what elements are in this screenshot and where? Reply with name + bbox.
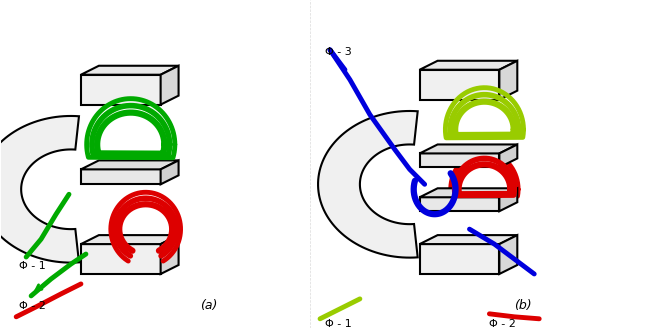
Polygon shape bbox=[160, 66, 178, 105]
Polygon shape bbox=[160, 235, 178, 274]
Polygon shape bbox=[81, 244, 160, 274]
Polygon shape bbox=[81, 75, 160, 105]
Polygon shape bbox=[81, 169, 160, 184]
Text: Φ - 3: Φ - 3 bbox=[325, 47, 352, 57]
Polygon shape bbox=[420, 197, 499, 211]
Polygon shape bbox=[499, 235, 517, 274]
Polygon shape bbox=[0, 116, 79, 263]
Polygon shape bbox=[160, 161, 178, 184]
Text: Φ - 1: Φ - 1 bbox=[19, 261, 46, 271]
Text: Φ - 2: Φ - 2 bbox=[489, 319, 516, 329]
Text: Φ - 2: Φ - 2 bbox=[19, 301, 46, 311]
Polygon shape bbox=[420, 144, 517, 153]
Polygon shape bbox=[81, 235, 178, 244]
Polygon shape bbox=[499, 188, 517, 211]
Polygon shape bbox=[420, 70, 499, 100]
Polygon shape bbox=[499, 61, 517, 100]
Polygon shape bbox=[420, 244, 499, 274]
Polygon shape bbox=[499, 144, 517, 167]
Polygon shape bbox=[318, 111, 418, 258]
Polygon shape bbox=[81, 66, 178, 75]
Polygon shape bbox=[420, 235, 517, 244]
Text: Φ - 1: Φ - 1 bbox=[325, 319, 352, 329]
Polygon shape bbox=[420, 61, 517, 70]
Text: (b): (b) bbox=[514, 299, 532, 312]
Polygon shape bbox=[420, 153, 499, 167]
Polygon shape bbox=[420, 188, 517, 197]
Polygon shape bbox=[81, 161, 178, 169]
Text: (a): (a) bbox=[200, 299, 218, 312]
